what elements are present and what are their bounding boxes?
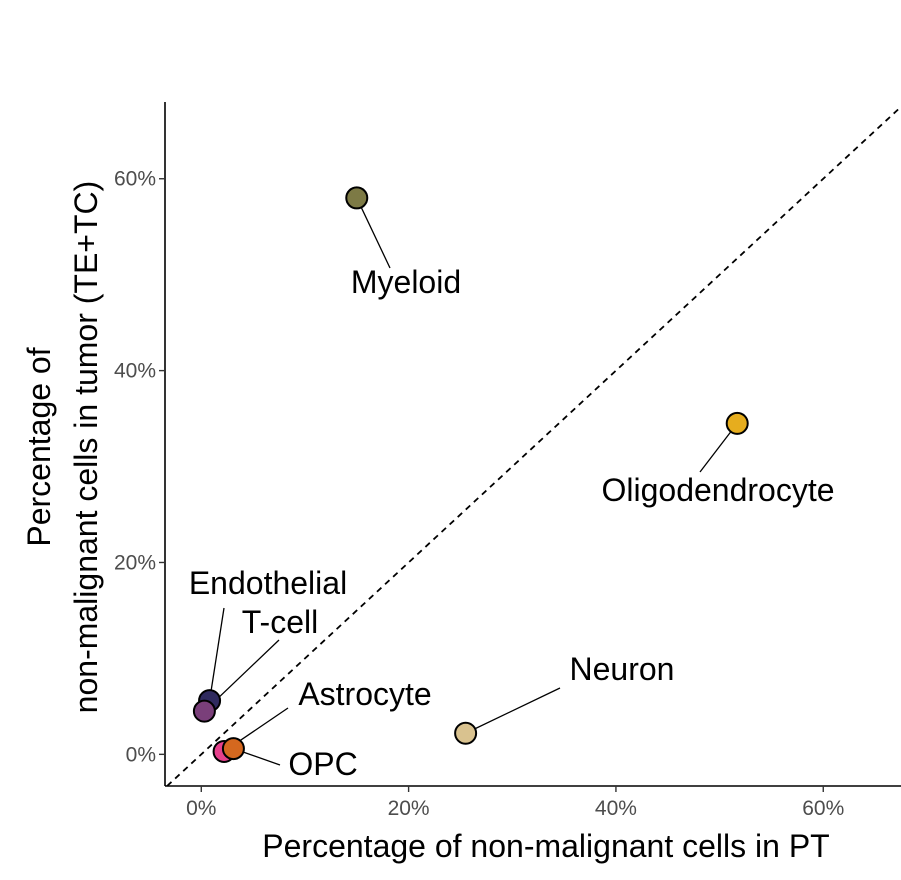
point-t-cell [192,699,216,723]
x-axis-title: Percentage of non-malignant cells in PT [262,828,829,864]
x-tick-label: 0% [186,797,216,820]
label-neuron: Neuron [570,651,675,687]
x-tick-label: 20% [388,797,430,820]
y-axis-title-line-2: non-malignant cells in tumor (TE+TC) [68,181,104,714]
y-tick-label: 40% [114,360,156,383]
point-neuron [454,721,478,745]
leader-line-endothelial [208,607,225,701]
point-myeloid [345,186,369,210]
y-tick-label: 60% [114,168,156,191]
leader-line-myeloid [356,197,391,269]
point-oligodendrocyte [725,411,749,435]
label-astrocyte: Astrocyte [298,676,431,712]
identity-reference-line [166,106,901,787]
x-tick-label: 40% [595,797,637,820]
y-tick-label: 0% [126,743,156,766]
label-oligodendrocyte: Oligodendrocyte [601,472,834,508]
point-opc [221,737,245,761]
label-myeloid: Myeloid [351,264,461,300]
label-opc: OPC [288,746,357,782]
label-endothelial: Endothelial [189,565,347,601]
x-tick-label: 60% [802,797,844,820]
label-t-cell: T-cell [242,604,318,640]
y-axis-title-line-1: Percentage of [21,347,57,546]
y-tick-label: 20% [114,551,156,574]
leader-line-neuron [465,687,561,734]
